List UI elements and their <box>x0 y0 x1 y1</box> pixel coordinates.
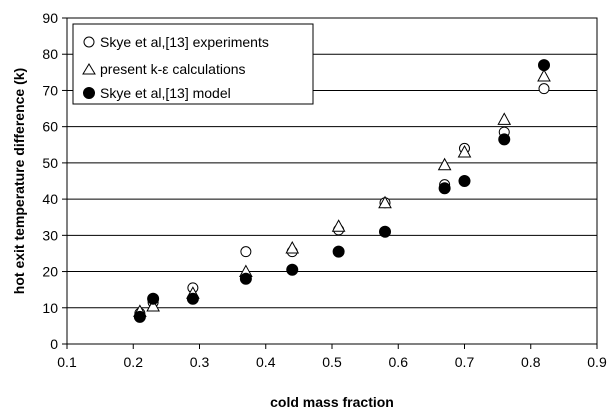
legend-label-calculations: present k-ε calculations <box>100 61 246 77</box>
data-point-model <box>147 292 160 305</box>
legend-marker-calculations <box>82 63 96 75</box>
legend-box <box>72 23 314 105</box>
data-points <box>133 59 551 323</box>
x-tick-label: 0.8 <box>521 354 541 370</box>
data-point-calculations <box>437 157 452 171</box>
data-point-model <box>458 175 471 187</box>
y-tick-label: 0 <box>50 336 58 352</box>
data-point-calculations <box>497 112 512 125</box>
data-point-model <box>332 245 345 258</box>
data-point-model <box>186 292 199 305</box>
legend-label-experiments: Skye et al,[13] experiments <box>100 34 269 50</box>
data-point-calculations <box>457 144 472 158</box>
x-tick-label: 0.6 <box>389 354 409 370</box>
data-point-calculations <box>378 195 392 209</box>
x-tick-label: 0.5 <box>322 354 342 370</box>
y-axis-ticks: 0 10 20 30 40 50 60 70 80 90 <box>42 10 67 352</box>
y-tick-label: 70 <box>42 82 58 98</box>
y-tick-label: 40 <box>42 191 58 207</box>
data-point-experiments <box>538 83 550 95</box>
x-tick-label: 0.7 <box>455 354 475 370</box>
x-axis-title: cold mass fraction <box>270 394 394 410</box>
data-point-calculations <box>146 298 160 312</box>
x-tick-label: 0.3 <box>190 354 210 370</box>
data-point-calculations <box>331 219 346 232</box>
y-tick-label: 10 <box>42 300 58 316</box>
data-point-model <box>379 225 391 238</box>
y-tick-label: 50 <box>42 155 58 171</box>
y-tick-label: 20 <box>42 264 58 280</box>
data-point-calculations <box>285 240 300 254</box>
data-point-experiments <box>240 246 252 258</box>
x-axis-ticks: 0.1 0.2 0.3 0.4 0.5 0.6 0.7 0.8 0.9 <box>57 344 607 370</box>
data-point-model <box>239 272 252 285</box>
legend-label-model: Skye et al,[13] model <box>100 85 231 101</box>
x-tick-label: 0.9 <box>587 354 607 370</box>
data-point-model <box>498 133 511 146</box>
data-point-model <box>438 182 451 195</box>
data-point-model <box>133 310 146 323</box>
x-tick-label: 0.1 <box>57 354 77 370</box>
y-tick-label: 60 <box>42 119 58 135</box>
x-tick-label: 0.2 <box>124 354 144 370</box>
data-point-model <box>538 59 550 72</box>
legend-marker-experiments <box>83 36 95 48</box>
legend-marker-model <box>83 87 95 99</box>
y-tick-label: 90 <box>42 10 58 26</box>
x-tick-label: 0.4 <box>256 354 276 370</box>
y-tick-label: 80 <box>42 46 58 62</box>
data-point-calculations <box>537 68 551 82</box>
y-axis-title: hot exit temperature difference (k) <box>11 68 27 294</box>
y-tick-label: 30 <box>42 227 58 243</box>
legend: Skye et al,[13] experiments present k-ε … <box>72 23 314 105</box>
data-point-model <box>286 263 299 276</box>
